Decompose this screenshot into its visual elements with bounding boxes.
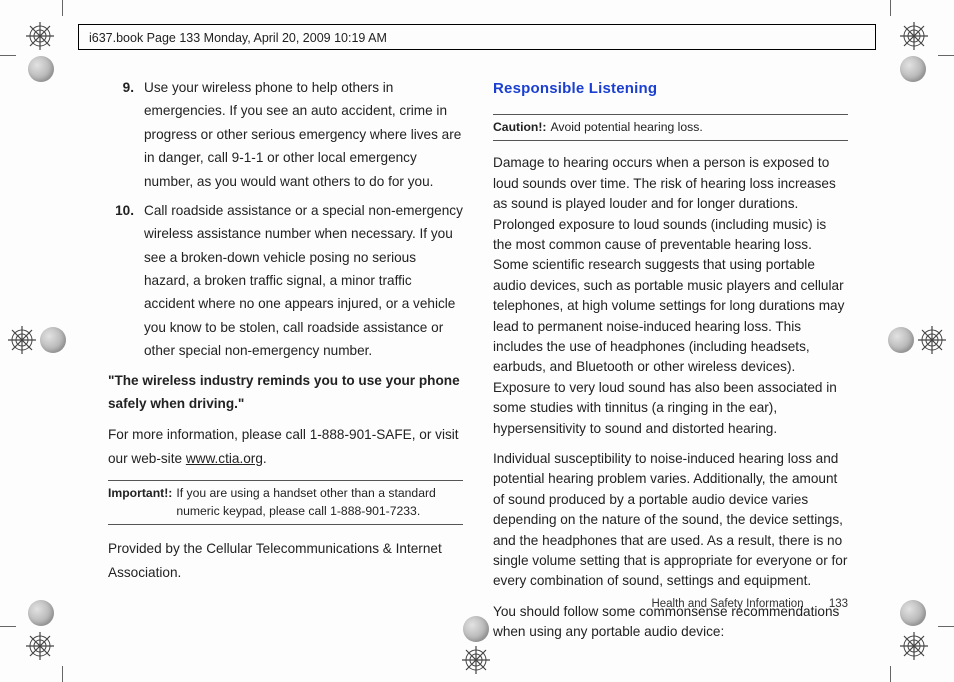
frame-line (890, 666, 891, 682)
provided-by-text: Provided by the Cellular Telecommunicati… (108, 537, 463, 584)
list-number: 9. (108, 76, 144, 193)
list-text: Use your wireless phone to help others i… (144, 76, 463, 193)
important-note: Important!: If you are using a handset o… (108, 480, 463, 525)
caution-text: Avoid potential hearing loss. (550, 119, 848, 137)
more-info-paragraph: For more information, please call 1-888-… (108, 423, 463, 470)
right-column: Responsible Listening Caution!: Avoid po… (493, 76, 848, 652)
registration-mark-icon (26, 632, 54, 660)
paragraph: Individual susceptibility to noise-induc… (493, 449, 848, 592)
frame-line (62, 666, 63, 682)
caution-note: Caution!: Avoid potential hearing loss. (493, 114, 848, 142)
list-text: Call roadside assistance or a special no… (144, 199, 463, 363)
registration-mark-icon (918, 326, 946, 354)
more-info-suffix: . (263, 451, 267, 466)
content-area: 9. Use your wireless phone to help other… (108, 76, 848, 652)
gray-dot-icon (900, 600, 926, 626)
frame-line (0, 55, 16, 56)
more-info-prefix: For more information, please call 1-888-… (108, 427, 459, 465)
gray-dot-icon (900, 56, 926, 82)
gray-dot-icon (28, 56, 54, 82)
list-number: 10. (108, 199, 144, 363)
paragraph: Damage to hearing occurs when a person i… (493, 153, 848, 438)
footer-page-number: 133 (829, 598, 848, 610)
footer-label: Health and Safety Information (651, 598, 803, 610)
important-text: If you are using a handset other than a … (176, 485, 463, 520)
caution-label: Caution!: (493, 119, 550, 137)
frame-line (938, 626, 954, 627)
gray-dot-icon (28, 600, 54, 626)
page: i637.book Page 133 Monday, April 20, 200… (0, 0, 954, 682)
registration-mark-icon (900, 632, 928, 660)
frame-line (62, 0, 63, 16)
list-item: 10. Call roadside assistance or a specia… (108, 199, 463, 363)
frame-line (0, 626, 16, 627)
page-header-box: i637.book Page 133 Monday, April 20, 200… (78, 24, 876, 50)
quote-text: "The wireless industry reminds you to us… (108, 369, 463, 416)
frame-line (890, 0, 891, 16)
gray-dot-icon (40, 327, 66, 353)
page-footer: Health and Safety Information 133 (651, 598, 848, 610)
page-header-text: i637.book Page 133 Monday, April 20, 200… (89, 31, 387, 45)
list-item: 9. Use your wireless phone to help other… (108, 76, 463, 193)
registration-mark-icon (8, 326, 36, 354)
registration-mark-icon (900, 22, 928, 50)
frame-line (938, 55, 954, 56)
section-heading: Responsible Listening (493, 76, 848, 102)
left-column: 9. Use your wireless phone to help other… (108, 76, 463, 652)
important-label: Important!: (108, 485, 176, 520)
ctia-link[interactable]: www.ctia.org (186, 451, 263, 466)
gray-dot-icon (888, 327, 914, 353)
registration-mark-icon (26, 22, 54, 50)
